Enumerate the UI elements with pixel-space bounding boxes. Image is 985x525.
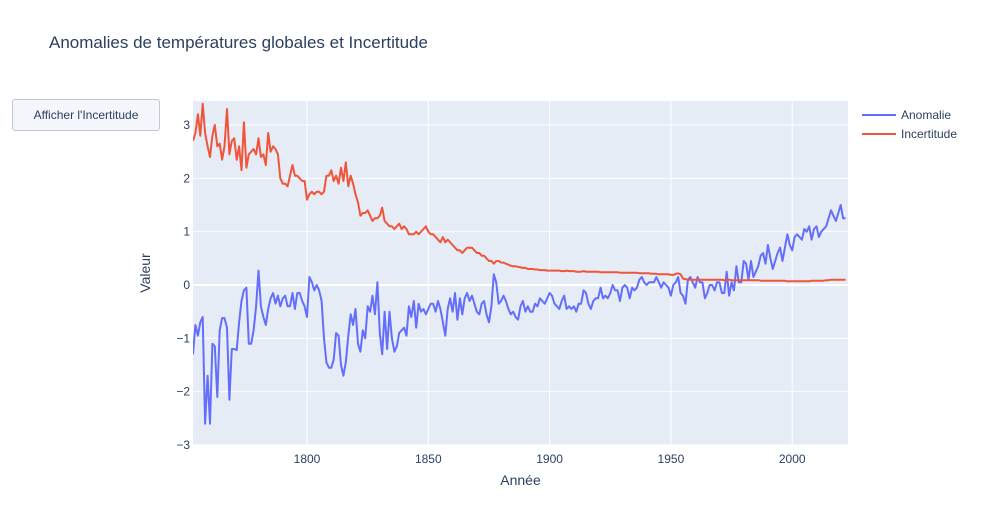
y-tick-label: 3 <box>183 118 190 132</box>
y-tick-label: 0 <box>183 278 190 292</box>
x-tick-label: 1900 <box>536 452 563 466</box>
legend-label: Incertitude <box>901 127 957 141</box>
x-tick-label: 1800 <box>294 452 321 466</box>
x-tick-label: 1950 <box>658 452 685 466</box>
y-tick-label: −2 <box>176 385 190 399</box>
y-tick-label: 1 <box>183 225 190 239</box>
y-axis-title: Valeur <box>137 253 153 293</box>
series-line-anomalie <box>193 204 846 425</box>
y-tick-label: 2 <box>183 171 190 185</box>
legend: Anomalie Incertitude <box>862 108 957 141</box>
plot-area <box>193 101 848 445</box>
series-lines <box>193 102 846 425</box>
x-tick-label: 2000 <box>779 452 806 466</box>
y-tick-label: −3 <box>176 438 190 452</box>
y-tick-label: −1 <box>176 331 190 345</box>
chart-title: Anomalies de températures globales et In… <box>49 33 428 52</box>
series-line-incertitude <box>193 102 846 283</box>
tick-labels: 1800 1850 1900 1950 2000 −3 −2 −1 0 1 2 3 <box>176 118 806 466</box>
grid-lines <box>193 101 848 446</box>
legend-label: Anomalie <box>901 108 951 122</box>
x-tick-label: 1850 <box>415 452 442 466</box>
show-uncertainty-button[interactable]: Afficher l'Incertitude <box>12 99 160 131</box>
x-axis-title: Année <box>500 472 541 488</box>
